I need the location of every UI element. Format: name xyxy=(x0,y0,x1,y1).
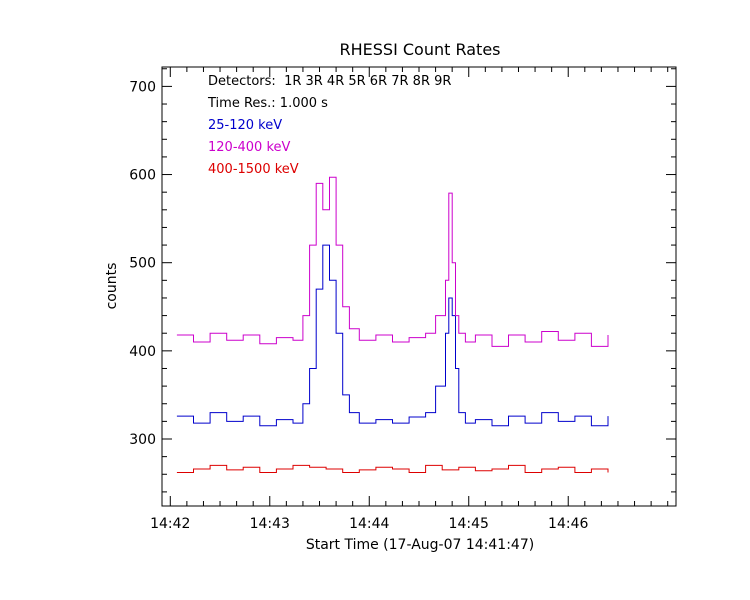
x-tick-label: 14:45 xyxy=(449,516,489,532)
chart-title: RHESSI Count Rates xyxy=(340,40,501,59)
time-resolution-annotation: Time Res.: 1.000 s xyxy=(207,96,328,111)
legend-entry-120-400: 120-400 keV xyxy=(208,140,291,155)
series-group xyxy=(176,176,609,473)
y-tick-label: 600 xyxy=(129,168,156,184)
y-tick-label: 400 xyxy=(129,344,156,360)
detectors-annotation: Detectors: 1R 3R 4R 5R 6R 7R 8R 9R xyxy=(208,74,451,89)
y-tick-label: 700 xyxy=(129,79,156,95)
x-tick-label: 14:46 xyxy=(548,516,588,532)
series-line-1 xyxy=(176,176,609,347)
y-axis-label: counts xyxy=(104,263,120,310)
series-line-0 xyxy=(176,244,609,427)
series-line-2 xyxy=(176,464,609,473)
legend-entry-25-120: 25-120 keV xyxy=(208,118,282,133)
axis-tick-labels: 14:42 14:43 14:44 14:45 14:46 300 400 500 600 700 xyxy=(129,79,588,532)
x-tick-label: 14:44 xyxy=(349,516,389,532)
y-tick-label: 300 xyxy=(129,432,156,448)
axis-ticks xyxy=(162,67,676,506)
x-axis-label: Start Time (17-Aug-07 14:41:47) xyxy=(306,537,534,553)
legend-entry-400-1500: 400-1500 keV xyxy=(208,162,299,177)
x-tick-label: 14:43 xyxy=(250,516,290,532)
x-tick-label: 14:42 xyxy=(150,516,190,532)
y-tick-label: 500 xyxy=(129,256,156,272)
